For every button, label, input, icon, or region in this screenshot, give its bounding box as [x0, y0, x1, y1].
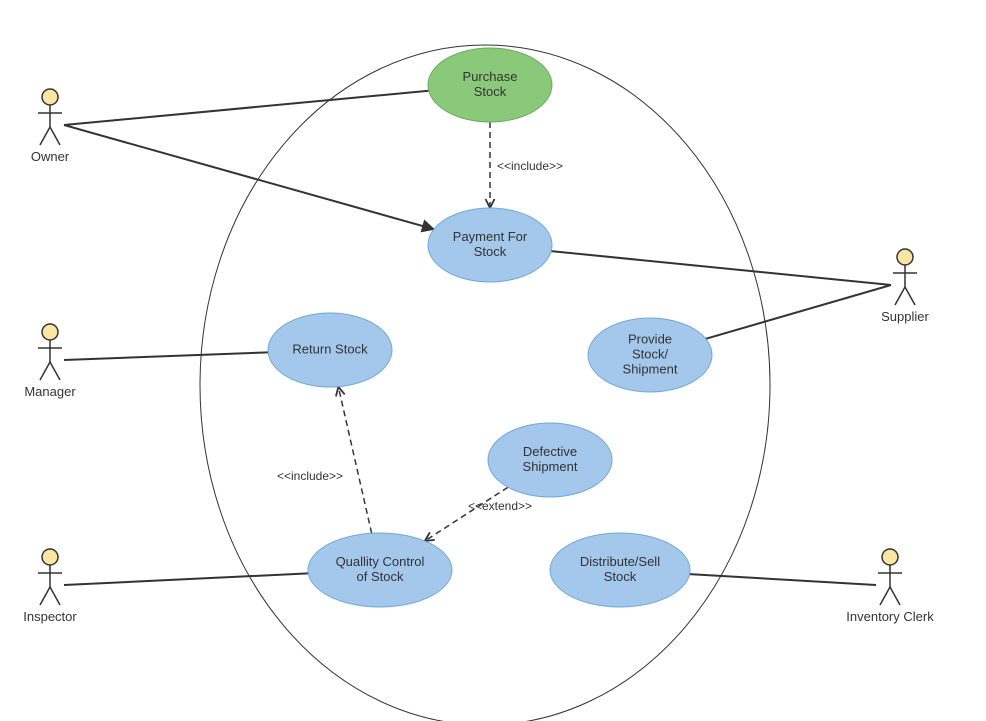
actor-label: Inventory Clerk — [846, 609, 934, 624]
usecase-label: Provide — [628, 331, 672, 346]
association-edge — [706, 285, 891, 339]
actor-owner: Owner — [31, 89, 70, 164]
usecase-label: Stock — [474, 84, 507, 99]
actor-inspector: Inspector — [23, 549, 77, 624]
usecase-label: Stock — [474, 244, 507, 259]
usecase-label: Defective — [523, 444, 577, 459]
association-edge — [690, 574, 876, 585]
dependency-edge — [338, 387, 371, 534]
actor-manager: Manager — [24, 324, 76, 399]
association-edge — [64, 125, 434, 229]
stereotype-label: <<extend>> — [468, 499, 532, 513]
stereotype-label: <<include>> — [497, 159, 563, 173]
usecase-label: Shipment — [623, 361, 678, 376]
usecases-group: PurchaseStockPayment ForStockReturn Stoc… — [268, 48, 712, 607]
usecase-label: Stock/ — [632, 346, 669, 361]
usecase-label: Stock — [604, 569, 637, 584]
use-case-diagram: <<include>><<include>><<extend>>Purchase… — [0, 0, 986, 721]
association-edge — [64, 91, 429, 125]
usecase-label: Payment For — [453, 229, 528, 244]
association-edge — [64, 352, 268, 360]
usecase-label: Shipment — [523, 459, 578, 474]
association-edge — [551, 251, 891, 285]
stereotype-label: <<include>> — [277, 469, 343, 483]
actor-label: Owner — [31, 149, 70, 164]
usecase-label: Return Stock — [292, 341, 368, 356]
actor-label: Supplier — [881, 309, 929, 324]
usecase-label: Distribute/Sell — [580, 554, 660, 569]
association-edge — [64, 573, 308, 585]
usecase-label: Quallity Control — [336, 554, 425, 569]
usecase-label: of Stock — [357, 569, 404, 584]
actor-label: Manager — [24, 384, 76, 399]
actor-label: Inspector — [23, 609, 77, 624]
usecase-label: Purchase — [463, 69, 518, 84]
dependency-edge — [425, 487, 508, 541]
actor-clerk: Inventory Clerk — [846, 549, 934, 624]
